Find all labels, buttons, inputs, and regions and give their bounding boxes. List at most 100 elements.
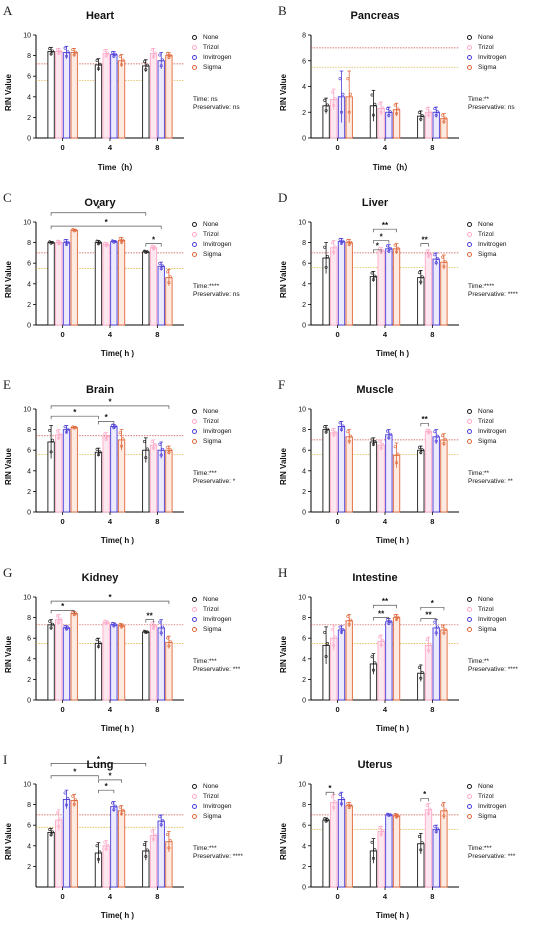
stats-summary: Time:*** Preservative: ***: [468, 845, 515, 861]
data-point: [324, 265, 328, 269]
stats-summary: Time:** Preservative: **: [468, 470, 513, 486]
panel-letter: J: [278, 752, 284, 767]
data-point: [346, 238, 350, 242]
bar-trizol: [330, 247, 338, 326]
legend-label: None: [203, 782, 219, 790]
data-point: [385, 429, 389, 433]
legend-item-invitrogen: Invitrogen: [192, 614, 232, 624]
data-point: [55, 614, 59, 618]
bar-sigma: [392, 815, 401, 888]
legend: None Trizol Invitrogen Sigma: [467, 406, 507, 446]
bar-sigma: [345, 620, 353, 701]
bar-none: [142, 65, 150, 139]
data-point: [349, 240, 353, 244]
significance-label: **: [378, 609, 385, 618]
bar-sigma: [70, 427, 78, 513]
significance-label: *: [105, 782, 109, 791]
significance-label: **: [425, 610, 432, 619]
legend-label: Invitrogen: [203, 53, 232, 61]
data-point: [371, 668, 375, 672]
x-tick-label: 0: [61, 705, 65, 714]
legend-marker-icon: [467, 251, 472, 257]
data-point: [118, 431, 122, 435]
data-point: [66, 427, 70, 431]
bar-sigma: [165, 641, 173, 701]
data-point: [58, 49, 62, 53]
legend-item-sigma: Sigma: [467, 624, 507, 634]
data-point: [106, 242, 110, 246]
significance-bracket: [145, 619, 154, 623]
bar-invitrogen: [337, 426, 346, 513]
chart-title: Liver: [361, 197, 389, 209]
data-point: [167, 451, 171, 455]
data-point: [443, 808, 447, 812]
significance-bracket: [50, 415, 99, 420]
significance-label: *: [105, 218, 109, 227]
data-point: [49, 626, 53, 630]
data-point: [64, 54, 68, 58]
legend-item-invitrogen: Invitrogen: [467, 801, 507, 811]
legend-item-none: None: [467, 781, 507, 791]
data-point: [341, 628, 345, 632]
data-point: [113, 804, 117, 808]
data-point: [104, 437, 108, 441]
x-axis-label: Time( h ): [100, 349, 135, 358]
data-point: [339, 241, 343, 245]
bar-trizol: [102, 622, 110, 701]
chart-svg: 0 2 4 6 8 10 0 4 8 * * *: [23, 398, 184, 526]
data-point: [339, 428, 343, 432]
data-point: [420, 670, 424, 674]
y-axis-label: RIN Value: [276, 811, 290, 871]
chart-panel-muscle: 0 2 4 6 8 10 0 4 8 ** F Muscle RIN Value Time( h ) Tim…: [275, 374, 550, 561]
stats-line: Preservative: ***: [193, 666, 241, 673]
legend-marker-icon: [192, 251, 197, 257]
legend-label: Trizol: [478, 792, 494, 800]
data-point: [150, 244, 154, 248]
data-point: [153, 51, 157, 55]
bar-none: [47, 242, 55, 326]
data-point: [370, 437, 374, 441]
data-point: [150, 439, 154, 443]
stats-summary: Time: ns Preservative: ns: [193, 96, 240, 112]
significance-label: *: [380, 232, 384, 241]
data-point: [325, 818, 329, 822]
data-point: [443, 627, 447, 631]
data-point: [436, 827, 440, 831]
legend-marker-icon: [192, 408, 197, 414]
data-point: [324, 430, 328, 434]
stats-line: Time:***: [468, 845, 492, 852]
data-point: [425, 638, 429, 642]
data-point: [433, 620, 437, 624]
data-point: [71, 48, 75, 52]
significance-label: *: [105, 413, 109, 422]
data-point: [152, 837, 156, 841]
data-point: [64, 430, 68, 434]
data-point: [152, 55, 156, 59]
bar-invitrogen: [432, 828, 440, 888]
data-point: [333, 96, 337, 100]
legend-marker-icon: [467, 428, 472, 434]
data-point: [330, 241, 334, 245]
y-tick-label: 2: [27, 115, 31, 122]
bar-trizol: [102, 53, 110, 139]
stats-line: Preservative: **: [468, 478, 513, 485]
chart-panel-lung: 2 4 6 8 10 0 4 8 * * * * I Lung RIN Value Time( h ) Time…: [0, 749, 275, 936]
bar-trizol: [330, 432, 338, 513]
data-point: [121, 58, 125, 62]
data-point: [118, 236, 122, 240]
legend-marker-icon: [192, 596, 197, 602]
bar-none: [47, 831, 55, 888]
data-point: [378, 439, 382, 443]
bar-trizol: [55, 51, 63, 139]
y-tick-label: 0: [302, 698, 306, 705]
data-point: [434, 631, 438, 635]
legend-marker-icon: [467, 231, 472, 237]
data-point: [396, 615, 400, 619]
bar-invitrogen: [110, 426, 118, 513]
data-point: [74, 228, 78, 232]
legend-item-trizol: Trizol: [192, 416, 232, 426]
y-tick-label: 4: [302, 281, 306, 288]
significance-label: *: [73, 408, 77, 417]
data-point: [441, 113, 445, 117]
